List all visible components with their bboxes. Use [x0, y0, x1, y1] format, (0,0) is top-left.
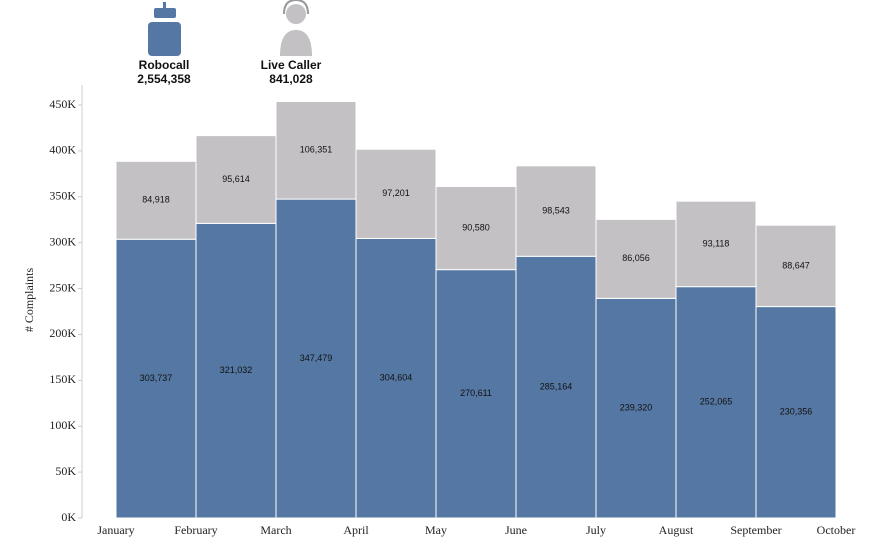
bar-segment	[275, 198, 357, 519]
y-tick-label: 250K	[49, 280, 76, 294]
x-tick-label: October	[817, 523, 856, 537]
x-tick-label: April	[343, 523, 369, 537]
x-tick-label: May	[425, 523, 447, 537]
value-label: 285,164	[540, 382, 573, 392]
value-label: 321,032	[220, 365, 253, 375]
value-label: 88,647	[782, 260, 810, 270]
value-label: 98,543	[542, 205, 570, 215]
x-tick-label: September	[730, 523, 781, 537]
bar-segment	[275, 100, 357, 200]
bar-segment	[755, 224, 837, 308]
value-label: 252,065	[700, 397, 733, 407]
bar-segment	[195, 222, 277, 519]
bar-segment	[355, 237, 437, 519]
value-label: 230,356	[780, 407, 813, 417]
y-tick-label: 0K	[61, 510, 76, 524]
x-tick-label: June	[505, 523, 527, 537]
bar-segment	[675, 200, 757, 288]
x-tick-label: February	[174, 523, 217, 537]
bar-segment	[435, 186, 517, 271]
y-tick-label: 100K	[49, 418, 76, 432]
y-tick-label: 50K	[55, 464, 76, 478]
value-label: 270,611	[460, 388, 492, 398]
x-tick-label: March	[260, 523, 291, 537]
bar-segment	[595, 297, 677, 519]
value-label: 84,918	[142, 195, 170, 205]
y-tick-label: 200K	[49, 326, 76, 340]
bar-segment	[515, 255, 597, 519]
y-tick-label: 450K	[49, 97, 76, 111]
value-label: 239,320	[620, 403, 653, 413]
value-label: 86,056	[622, 253, 650, 263]
legend-total: 2,554,358	[137, 72, 191, 86]
value-label: 97,201	[382, 188, 410, 198]
x-tick-label: January	[97, 523, 134, 537]
bar-segment	[755, 306, 837, 519]
y-tick-label: 400K	[49, 143, 76, 157]
bar-segment	[195, 135, 277, 224]
value-label: 304,604	[380, 373, 413, 383]
value-label: 106,351	[300, 145, 333, 155]
value-label: 303,737	[140, 373, 173, 383]
legend-total: 841,028	[269, 72, 313, 86]
x-tick-label: August	[659, 523, 694, 537]
legend-label: Live Caller	[261, 58, 322, 72]
value-label: 95,614	[222, 174, 250, 184]
bar-segment	[675, 286, 757, 519]
x-tick-label: July	[586, 523, 606, 537]
live-caller-icon	[280, 0, 312, 56]
y-axis-label: # Complaints	[22, 268, 36, 333]
y-tick-label: 350K	[49, 189, 76, 203]
bar-segment	[515, 165, 597, 257]
robocall-icon	[148, 2, 181, 56]
bar-segment	[115, 160, 197, 240]
bar-segment	[435, 269, 517, 519]
value-label: 90,580	[462, 222, 490, 232]
bar-segment	[595, 218, 677, 299]
value-label: 347,479	[300, 353, 333, 363]
bar-segment	[115, 238, 197, 519]
value-label: 93,118	[703, 238, 730, 248]
y-tick-label: 300K	[49, 234, 76, 248]
y-tick-label: 150K	[49, 372, 76, 386]
legend-label: Robocall	[139, 58, 190, 72]
